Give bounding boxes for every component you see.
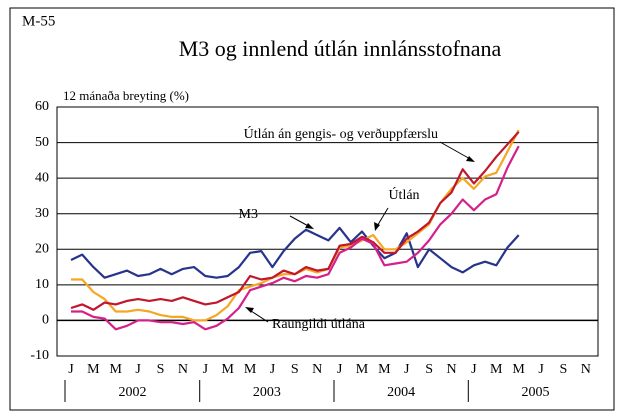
x-tick-label: M	[110, 362, 123, 377]
x-tick-label: J	[135, 362, 141, 377]
y-tick-label: 10	[35, 277, 49, 292]
annotations	[245, 141, 475, 323]
series-label: Útlán	[388, 186, 419, 203]
arrow-head	[305, 223, 314, 229]
x-tick-label: J	[203, 362, 209, 377]
x-tick-label: M	[356, 362, 369, 377]
x-tick-label: N	[581, 362, 591, 377]
x-tick-label: M	[87, 362, 100, 377]
series-label: M3	[239, 207, 258, 222]
x-tick-label: S	[291, 362, 299, 377]
frame	[9, 7, 615, 411]
x-tick-label: N	[178, 362, 188, 377]
y-tick-label: 40	[35, 170, 49, 185]
labels: M3 Útlán án gengis- og verðuppfærslu Útlán…	[239, 125, 438, 332]
y-tick-label: 30	[35, 206, 49, 221]
y-axis-label: 12 mánaða breyting (%)	[63, 88, 189, 103]
year-label: 2002	[119, 385, 147, 400]
y-tick-label: 50	[35, 135, 49, 150]
x-tick-label: M	[490, 362, 503, 377]
series-line	[71, 145, 520, 331]
y-tick-label: -10	[30, 348, 49, 363]
arrow	[439, 141, 473, 161]
series-label: Raungildi útlána	[272, 317, 366, 332]
arrow-head	[466, 156, 475, 162]
arrow-head	[374, 222, 380, 231]
series-line	[70, 226, 520, 279]
chart-title: M3 og innlend útlán innlánsstofnana	[179, 36, 502, 61]
x-tick-label: M	[221, 362, 234, 377]
x-tick-label: S	[157, 362, 165, 377]
x-tick-label: J	[471, 362, 477, 377]
year-label: 2005	[521, 385, 549, 400]
series	[70, 129, 520, 331]
series-label: Útlán án gengis- og verðuppfærslu	[244, 125, 438, 142]
arrow-head	[245, 307, 254, 313]
x-tick-label: S	[560, 362, 568, 377]
figure-id: M-55	[22, 13, 55, 29]
y-tick-label: 20	[35, 242, 49, 257]
x-tick-label: J	[538, 362, 544, 377]
x-tick-label: S	[425, 362, 433, 377]
year-label: 2003	[253, 385, 281, 400]
x-tick-label: M	[244, 362, 257, 377]
x-tick-label: N	[312, 362, 322, 377]
series-line	[71, 129, 520, 322]
x-tick-label: M	[378, 362, 391, 377]
x-tick-label: J	[270, 362, 276, 377]
y-tick-label: 0	[42, 313, 49, 328]
x-tick-label: M	[512, 362, 525, 377]
x-tick-label: N	[446, 362, 456, 377]
year-label: 2004	[387, 385, 415, 400]
y-tick-label: 60	[35, 99, 49, 114]
x-tick-label: J	[337, 362, 343, 377]
series-line	[70, 131, 520, 311]
x-tick-label: J	[404, 362, 410, 377]
x-tick-label: J	[68, 362, 74, 377]
